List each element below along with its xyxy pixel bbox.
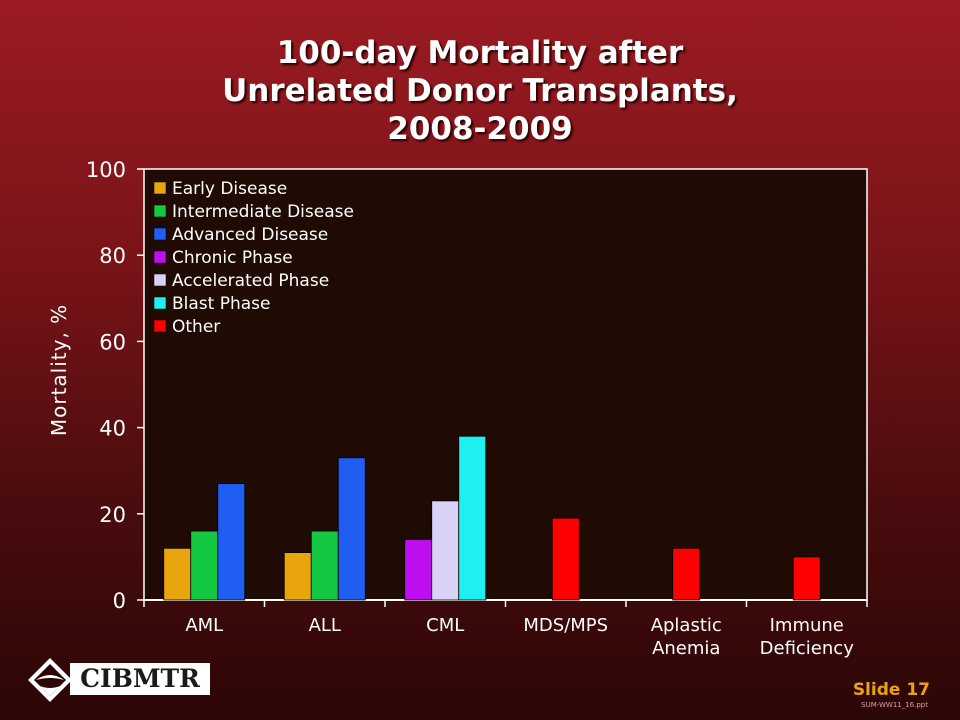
plot-area [143,168,868,601]
legend-label: Other [172,317,220,337]
y-tick-label: 100 [86,158,126,182]
bar-all-advanced-disease [337,457,366,601]
bar-cml-blast-phase [458,435,487,601]
legend-label: Advanced Disease [172,225,328,245]
legend-swatch [153,273,167,287]
x-tick-label: MDS/MPS [523,615,608,636]
bar-cml-chronic-phase [404,539,433,601]
y-tick-label: 60 [99,330,126,354]
cibmtr-logo: CIBMTR [26,656,210,706]
legend-swatch [153,319,167,333]
y-tick-label: 40 [99,417,126,441]
slide-number: Slide 17 [852,680,930,700]
x-tick-label: Anemia [652,638,720,659]
cibmtr-logo-mark-icon [28,658,72,702]
legend-swatch [153,181,167,195]
x-tick-label: CML [426,615,464,636]
bar-aml-intermediate-disease [190,530,219,601]
bar-all-intermediate-disease [310,530,339,601]
bar-all-early-disease [283,552,312,601]
slide-title: 100-day Mortality after Unrelated Donor … [0,34,960,148]
y-tick-label: 0 [113,589,126,613]
y-tick-label: 20 [99,503,126,527]
bar-aplastic-anemia-other [672,547,701,601]
legend-label: Chronic Phase [172,248,293,268]
bar-aml-early-disease [163,547,192,601]
bar-immune-deficiency-other [792,556,821,601]
legend-label: Blast Phase [172,294,271,314]
title-line-3: 2008-2009 [387,111,573,147]
legend-label: Early Disease [172,179,287,199]
bar-aml-advanced-disease [217,483,246,601]
legend-swatch [153,204,167,218]
legend-swatch [153,296,167,310]
title-line-1: 100-day Mortality after [276,35,684,71]
y-axis-title: Mortality, % [47,304,71,436]
title-line-2: Unrelated Donor Transplants, [222,73,738,109]
x-tick-label: Deficiency [760,638,855,659]
legend-swatch [153,227,167,241]
legend-label: Intermediate Disease [172,202,354,222]
legend-swatch [153,250,167,264]
x-tick-label: Immune [770,615,844,636]
x-tick-label: AML [185,615,223,636]
bar-mds-mps-other [551,517,580,601]
file-reference: SUM-WW11_16.ppt [861,701,928,709]
legend-label: Accelerated Phase [172,271,329,291]
y-tick-label: 80 [99,244,126,268]
bar-cml-accelerated-phase [431,500,460,601]
x-tick-label: ALL [309,615,341,636]
x-tick-label: Aplastic [651,615,722,636]
cibmtr-logo-text: CIBMTR [70,663,210,695]
